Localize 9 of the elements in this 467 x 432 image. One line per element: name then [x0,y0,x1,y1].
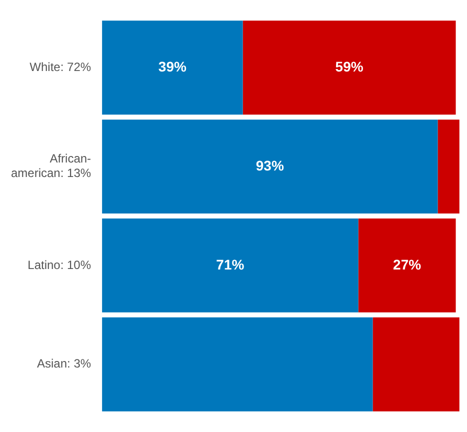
y-tick-label: Latino: 10% [28,258,92,272]
data-label: 93% [256,157,284,174]
y-tick-label: African-american: 13% [10,152,92,180]
y-tick-label: White: 72% [30,60,92,74]
data-label: 71% [216,256,245,272]
data-label: 27% [393,256,422,272]
data-label: 39% [158,58,187,75]
y-tick-label: Asian: 3% [37,356,92,371]
data-label: 59% [335,58,364,75]
